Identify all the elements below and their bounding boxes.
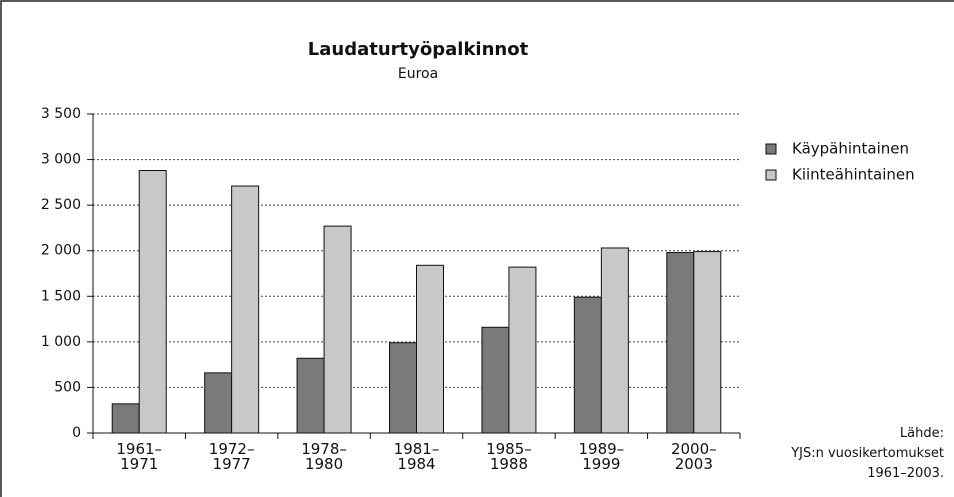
bar (508, 266, 537, 434)
y-tick-label: 3 500 (41, 106, 81, 122)
bar (138, 170, 167, 434)
x-tick-label: 1981– 1984 (393, 440, 440, 473)
bar (573, 296, 602, 434)
chart-title: Laudaturtyöpalkinnot (308, 39, 529, 60)
bar (693, 251, 722, 434)
bar (111, 403, 140, 434)
bar (481, 326, 510, 434)
bar (204, 372, 233, 434)
y-tick-label: 500 (54, 379, 81, 395)
bar (389, 342, 417, 434)
x-tick-label: 1978– 1980 (301, 440, 347, 473)
source-note: Lähde: YJS:n vuosikertomukset 1961–2003. (791, 426, 944, 481)
y-tick-label: 0 (72, 425, 81, 441)
legend-swatch (765, 169, 777, 181)
legend-swatch (765, 143, 777, 155)
y-tick-label: 1 000 (41, 334, 81, 350)
bar (666, 252, 695, 434)
y-tick-label: 1 500 (41, 288, 81, 304)
bar (600, 247, 629, 434)
bar (231, 185, 260, 434)
chart-subtitle: Euroa (398, 66, 438, 82)
bar (416, 264, 444, 434)
x-tick-label: 1961– 1971 (116, 440, 163, 473)
legend-label: Käypähintainen (792, 140, 909, 158)
y-tick-label: 2 500 (41, 197, 81, 213)
y-tick-label: 2 000 (41, 243, 81, 259)
x-tick-label: 2000– 2003 (670, 440, 717, 473)
legend-label: Kiinteähintainen (792, 166, 915, 184)
y-tick-label: 3 000 (41, 152, 81, 168)
x-tick-label: 1972– 1977 (208, 440, 255, 473)
bar (296, 357, 325, 434)
x-tick-label: 1985– 1988 (486, 440, 532, 473)
bar (323, 225, 352, 434)
x-tick-label: 1989– 1999 (578, 440, 625, 473)
